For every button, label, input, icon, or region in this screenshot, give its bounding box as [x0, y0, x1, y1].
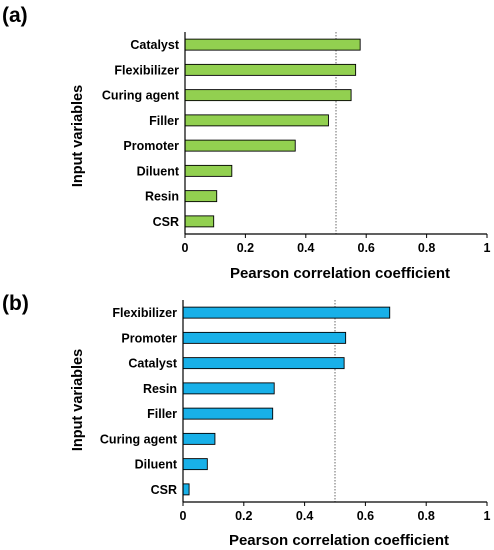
bar	[182, 458, 208, 471]
category-label: Diluent	[137, 164, 180, 178]
category-label: Promoter	[123, 139, 179, 153]
chart-panel-b: (b) Input variables Flexibilizer Promoter…	[2, 292, 491, 549]
category-label: Filler	[149, 114, 179, 128]
category-label: Resin	[143, 382, 177, 396]
x-axis-title: Pearson correlation coefficient	[230, 265, 450, 282]
x-tick-label: 0	[180, 509, 187, 523]
category-label: Flexibilizer	[112, 306, 177, 320]
x-tick-label: 0.8	[418, 509, 435, 523]
bar	[184, 63, 357, 76]
bar	[182, 382, 275, 395]
x-tick-label: 0.6	[358, 241, 375, 255]
y-axis-title: Input variables	[70, 85, 86, 187]
x-tick-label: 0	[182, 241, 189, 255]
panel-label: (a)	[2, 4, 28, 27]
category-label: Catalyst	[128, 357, 177, 371]
category-label: Resin	[145, 190, 179, 204]
bar	[182, 407, 274, 420]
bar	[184, 38, 361, 51]
x-tick-label: 0.2	[235, 509, 252, 523]
bar	[184, 114, 329, 127]
category-label: Curing agent	[100, 432, 178, 446]
category-label: Diluent	[135, 458, 178, 472]
x-axis-title: Pearson correlation coefficient	[229, 532, 449, 549]
bar	[184, 215, 215, 228]
category-label: Flexibilizer	[114, 63, 179, 77]
chart-panel-a: (a) Input variables Catalyst Flexibilizer…	[2, 4, 491, 282]
bar	[184, 139, 296, 152]
y-axis-title: Input variables	[70, 349, 86, 451]
x-tick-label: 0.8	[418, 241, 435, 255]
category-label: Curing agent	[102, 89, 180, 103]
category-label: CSR	[153, 215, 179, 229]
category-label: CSR	[151, 483, 177, 497]
bar	[182, 357, 345, 370]
bar	[182, 331, 347, 344]
bar	[182, 432, 216, 445]
x-tick-label: 0.4	[296, 509, 313, 523]
panel-label: (b)	[2, 292, 29, 315]
plot-area: Catalyst Flexibilizer Curing agent Filler Pr…	[102, 32, 491, 255]
category-label: Promoter	[121, 331, 177, 345]
x-tick-label: 1	[484, 509, 491, 523]
bar	[184, 164, 233, 177]
bar	[182, 483, 190, 496]
x-tick-label: 0.4	[297, 241, 314, 255]
x-tick-label: 1	[484, 241, 491, 255]
category-label: Catalyst	[130, 38, 179, 52]
plot-area: Flexibilizer Promoter Catalyst Resin Filler C…	[100, 300, 491, 523]
bar	[184, 89, 352, 102]
category-label: Filler	[147, 407, 177, 421]
x-tick-label: 0.2	[237, 241, 254, 255]
bar	[182, 306, 391, 319]
x-tick-label: 0.6	[357, 509, 374, 523]
bar	[184, 190, 218, 203]
